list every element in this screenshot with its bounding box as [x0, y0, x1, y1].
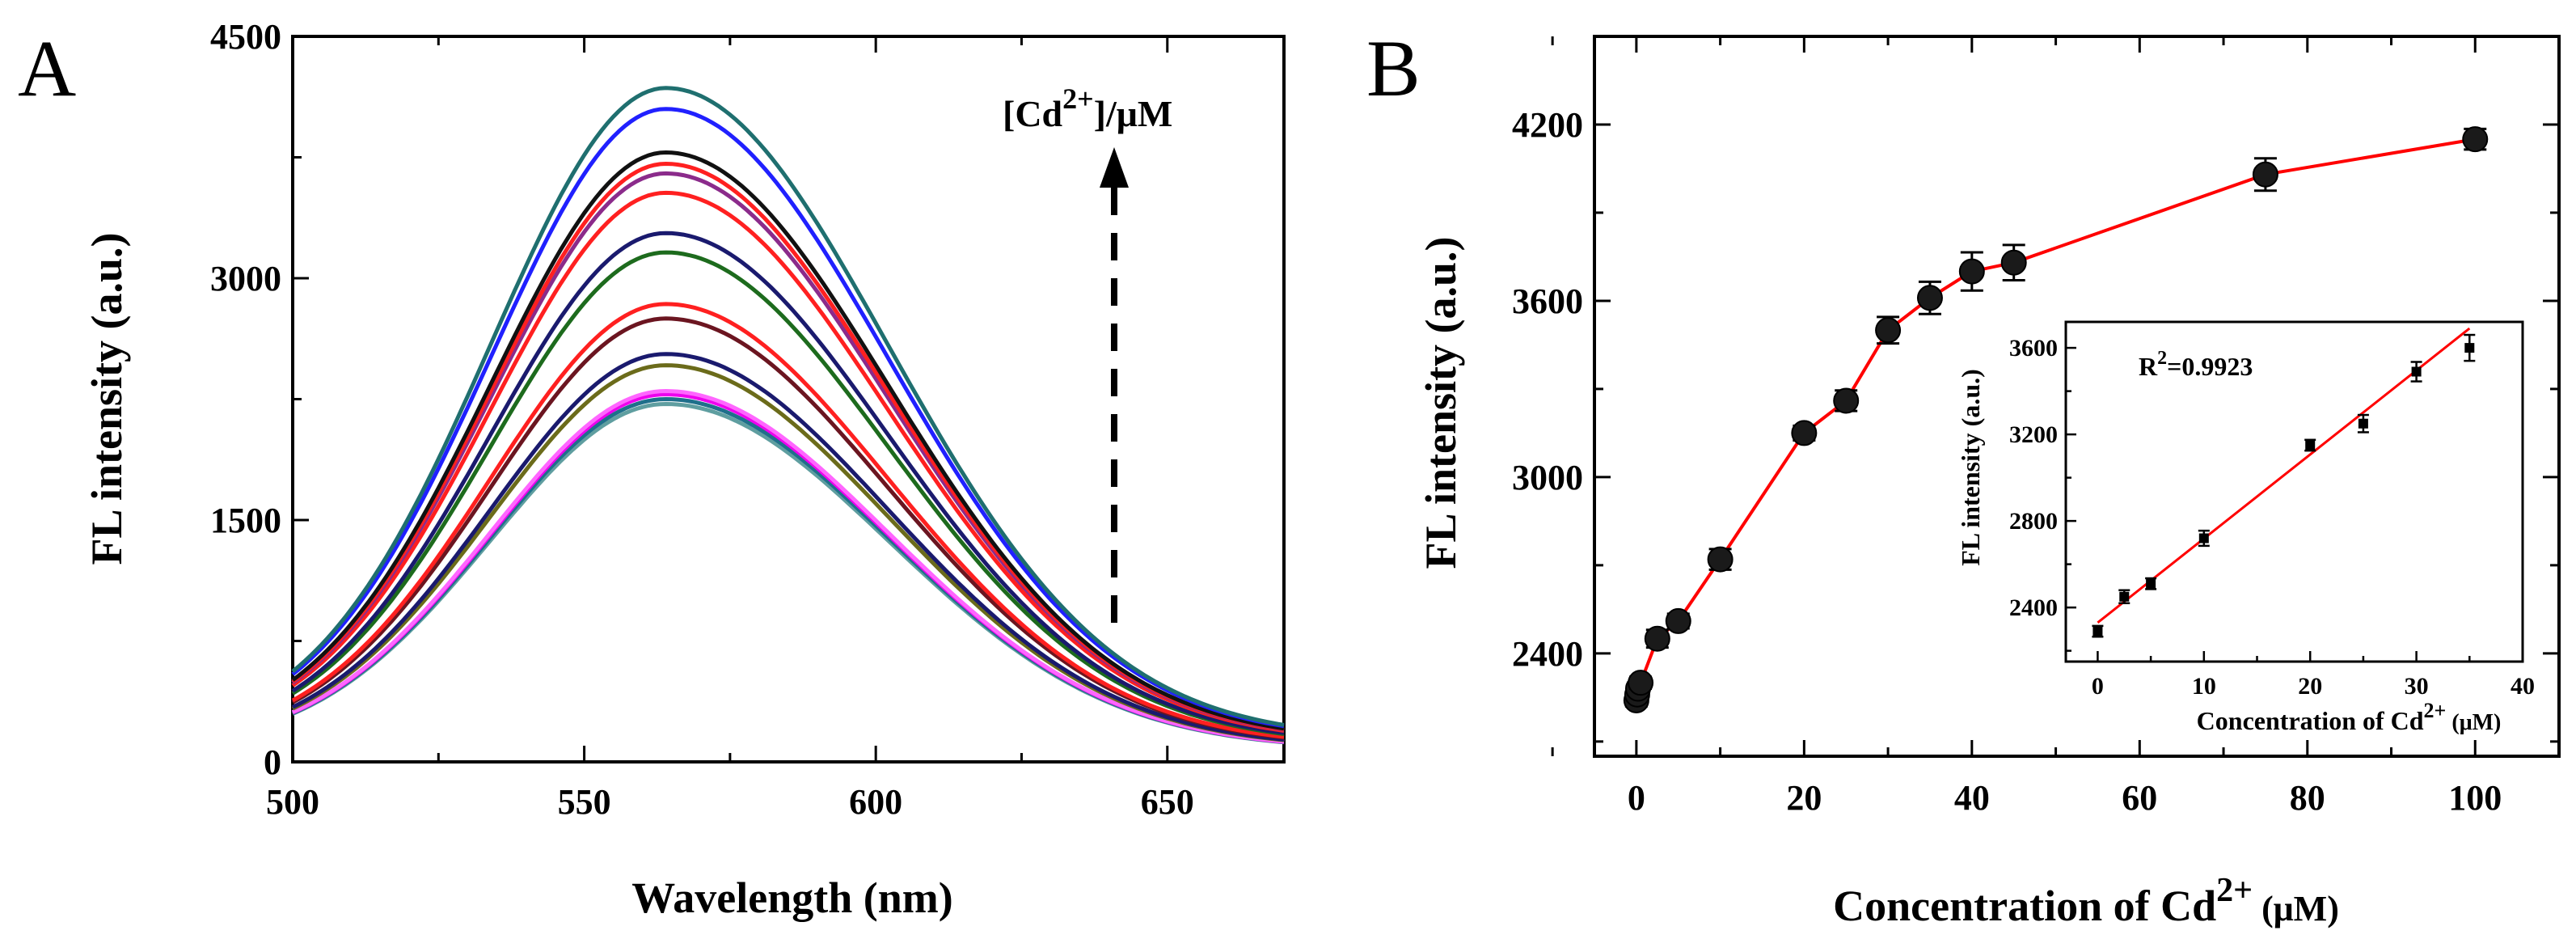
data-point: [2462, 126, 2489, 153]
panel-b-x-tick-label: 80: [2290, 778, 2325, 818]
panel-b-y-tick-label: 2400: [1512, 634, 1583, 674]
panel-b-x-tick-label: 100: [2448, 778, 2502, 818]
panel-a-y-tick-label: 1500: [210, 501, 281, 540]
panel-a-y-tick-label: 4500: [210, 17, 281, 57]
spectrum-line: [291, 231, 1285, 735]
inset-x-tick-label: 30: [2405, 673, 2429, 700]
inset-r-squared: R2=0.9923: [2139, 348, 2253, 381]
inset-x-tick-label: 10: [2192, 673, 2216, 700]
spectrum-line: [291, 86, 1285, 727]
spectrum-line: [291, 150, 1285, 731]
panel-a-y-tick-label: 3000: [210, 259, 281, 298]
panel-b-x-tick-label: 20: [1786, 778, 1822, 818]
panel-b-y-tick-label: 3600: [1512, 281, 1583, 321]
inset-y-tick-label: 2400: [2009, 594, 2058, 621]
data-point: [1791, 420, 1818, 446]
concentration-annotation: [Cd2+]/μM: [1003, 82, 1172, 134]
spectrum-line: [291, 107, 1285, 729]
panel-a-y-tick-label: 0: [264, 742, 281, 782]
spectrum-line: [291, 302, 1285, 739]
spectrum-line: [291, 352, 1285, 742]
data-point: [2000, 249, 2027, 276]
panel-a-x-tick-label: 550: [558, 782, 611, 822]
inset-x-tick-label: 20: [2298, 673, 2322, 700]
inset-y-tick-label: 2800: [2009, 508, 2058, 535]
panel-a-frame: [291, 35, 1286, 763]
panel-b-y-axis-title: FL intensity (a.u.): [1417, 236, 1465, 569]
data-point: [1958, 258, 1985, 285]
data-point: [2252, 161, 2278, 188]
panel-b-x-tick-label: 60: [2122, 778, 2157, 818]
spectrum-line: [291, 316, 1285, 740]
inset-data-point: [2305, 440, 2316, 450]
panel-a-x-tick-label: 600: [849, 782, 902, 822]
panel-b-x-axis-title: Concentration of Cd2+ (μM): [1833, 872, 2339, 930]
panel-b-y-tick-label: 4200: [1512, 105, 1583, 145]
spectrum-line: [291, 388, 1285, 744]
inset-x-tick-label: 40: [2511, 673, 2535, 700]
data-point: [1875, 317, 1902, 344]
data-point: [1916, 285, 1943, 311]
inset-frame: [2064, 320, 2524, 663]
panel-b-x-tick-label: 0: [1628, 778, 1645, 818]
inset-y-tick-label: 3200: [2009, 421, 2058, 448]
inset-data-point: [2092, 626, 2103, 637]
panel-b-frame: [1593, 35, 2561, 758]
inset-data-point: [2464, 343, 2475, 353]
data-point: [1665, 607, 1691, 634]
increase-arrow-head: [1100, 147, 1129, 188]
panel-a-y-axis-title: FL intensity (a.u.): [82, 232, 131, 565]
panel-a-x-tick-label: 500: [266, 782, 319, 822]
inset-y-axis-title: FL intensity (a.u.): [1956, 369, 1985, 566]
inset-data-point: [2146, 578, 2156, 589]
panel-a-x-axis-title: Wavelength (nm): [631, 873, 953, 922]
data-point: [1628, 670, 1654, 696]
data-point: [1707, 546, 1734, 573]
inset-x-axis-title: Concentration of Cd2+ (μM): [2197, 699, 2502, 735]
panel-b-x-tick-label: 40: [1954, 778, 1990, 818]
inset-fit-line: [2097, 327, 2471, 624]
panel-letter-a: A: [18, 23, 76, 113]
panel-letter-b: B: [1366, 23, 1421, 113]
spectrum-line: [291, 250, 1285, 736]
inset-chart: 0 10 20 30 40 2400 2800 3200 3600: [2009, 320, 2535, 700]
panel-b-y-tick-label: 3000: [1512, 458, 1583, 497]
inset-data-point: [2411, 366, 2422, 377]
inset-y-tick-label: 3600: [2009, 335, 2058, 362]
inset-x-tick-label: 0: [2092, 673, 2104, 700]
inset-data-point: [2358, 418, 2368, 429]
inset-data-point: [2119, 591, 2130, 602]
spectrum-line: [291, 190, 1285, 733]
panel-a-x-tick-label: 650: [1141, 782, 1194, 822]
data-point: [1644, 625, 1670, 652]
panel-a-chart: 500 550 600 650 0 1500 3000 4500: [210, 17, 1286, 822]
data-point: [1833, 387, 1860, 414]
inset-data-point: [2198, 533, 2209, 544]
